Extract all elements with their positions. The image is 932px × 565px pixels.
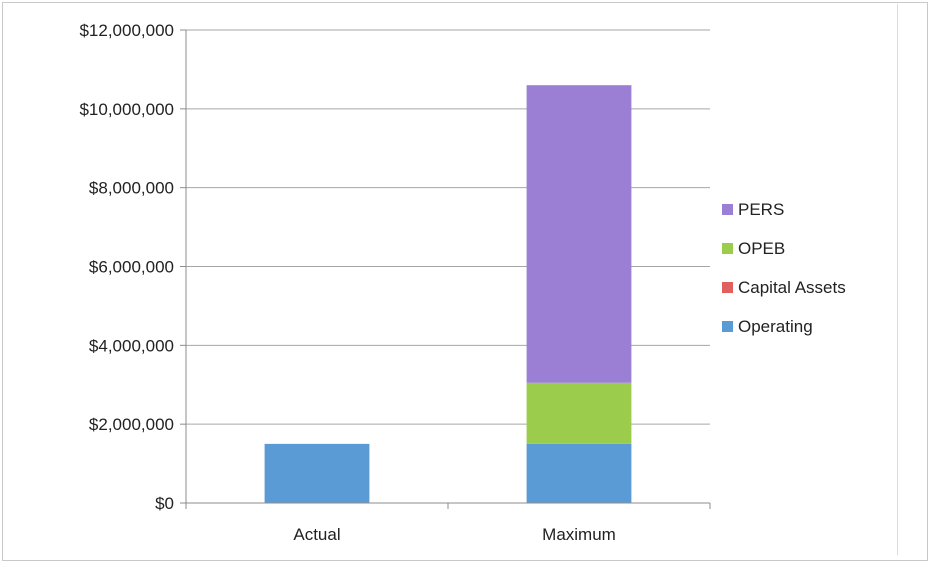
legend-swatch bbox=[722, 321, 733, 332]
bar-segment-operating bbox=[264, 443, 370, 503]
legend-label: PERS bbox=[738, 200, 784, 219]
chart-frame-inner bbox=[18, 4, 898, 555]
x-tick-label: Actual bbox=[293, 525, 340, 544]
legend-label: OPEB bbox=[738, 239, 785, 258]
legend-label: Operating bbox=[738, 317, 813, 336]
axes bbox=[180, 29, 711, 509]
gridlines bbox=[186, 29, 710, 425]
legend-swatch bbox=[722, 243, 733, 254]
legend-label: Capital Assets bbox=[738, 278, 846, 297]
y-tick-label: $12,000,000 bbox=[79, 21, 174, 40]
y-tick-label: $10,000,000 bbox=[79, 100, 174, 119]
y-tick-label: $2,000,000 bbox=[89, 415, 174, 434]
y-tick-label: $8,000,000 bbox=[89, 179, 174, 198]
legend-swatch bbox=[722, 204, 733, 215]
bar-segment-pers bbox=[526, 85, 632, 383]
bar-segment-opeb bbox=[526, 382, 632, 444]
bar-segment-operating bbox=[526, 443, 632, 503]
legend-swatch bbox=[722, 282, 733, 293]
y-tick-label: $4,000,000 bbox=[89, 336, 174, 355]
y-tick-labels: $0 $2,000,000 $4,000,000 $6,000,000 $8,000,0… bbox=[79, 21, 174, 513]
y-tick-label: $6,000,000 bbox=[89, 258, 174, 277]
bars bbox=[264, 85, 632, 503]
x-tick-labels: Actual Maximum bbox=[293, 525, 615, 544]
y-tick-label: $0 bbox=[155, 494, 174, 513]
x-tick-label: Maximum bbox=[542, 525, 616, 544]
legend: PERS OPEB Capital Assets Operating bbox=[722, 200, 846, 336]
